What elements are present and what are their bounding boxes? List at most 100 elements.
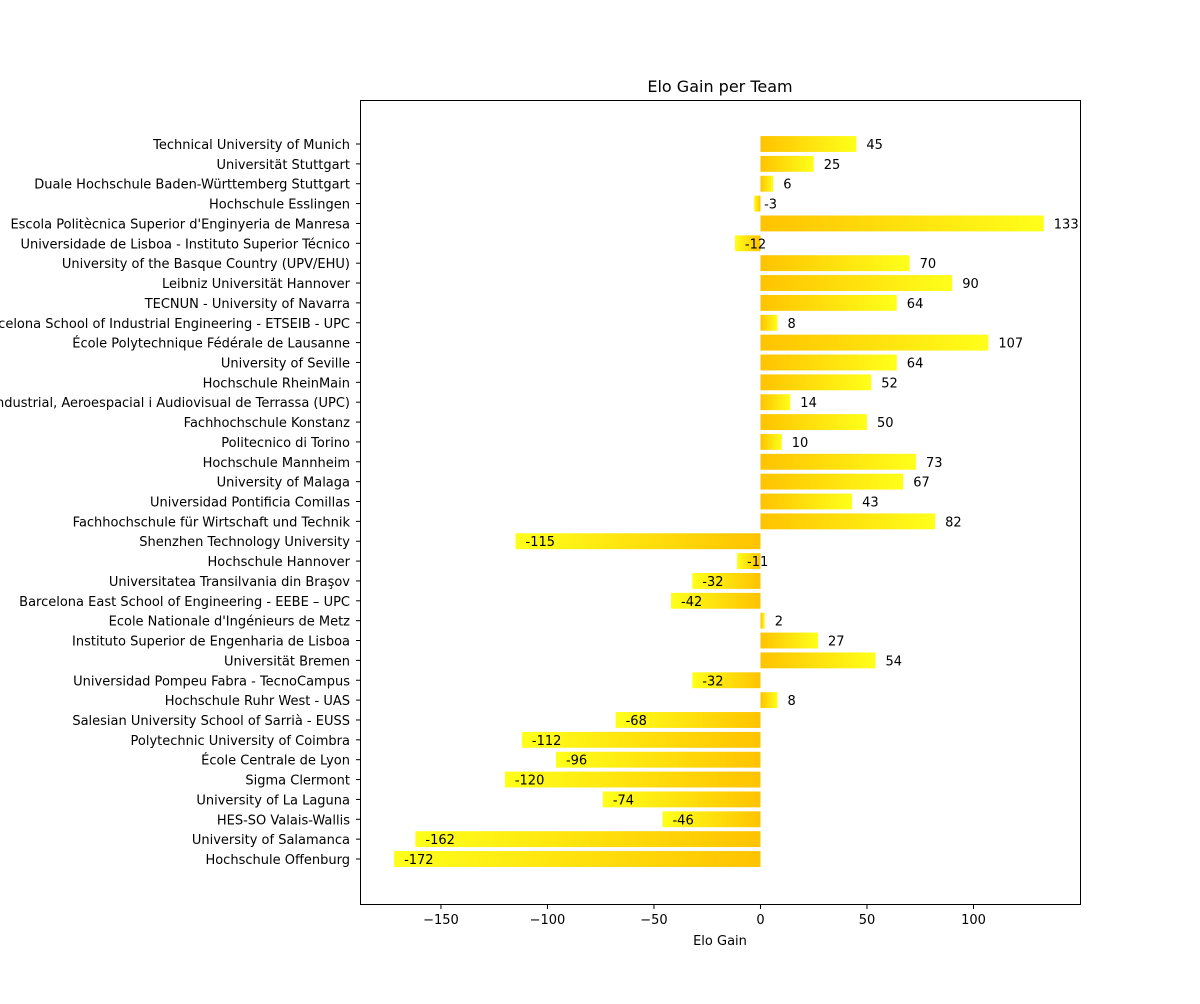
bar	[760, 175, 774, 192]
bar	[760, 692, 778, 709]
y-category-label: Politecnico di Torino	[221, 436, 350, 451]
y-category-label: Leibniz Universität Hannover	[162, 277, 351, 292]
bar-value-label: -120	[515, 774, 545, 789]
x-tick-label: −50	[640, 913, 667, 928]
bar-value-label: 27	[828, 635, 845, 650]
y-category-label: Hochschule Hannover	[208, 555, 351, 570]
bar-value-label: -96	[566, 754, 587, 769]
bar	[615, 712, 761, 728]
bar-value-label: 8	[788, 694, 796, 709]
bar	[760, 652, 876, 669]
y-category-label: Universidade de Lisboa - Instituto Super…	[20, 237, 350, 252]
bar-value-label: 73	[926, 456, 943, 471]
x-axis-label: Elo Gain	[693, 934, 747, 949]
y-category-label: Universität Stuttgart	[216, 158, 350, 173]
bar	[521, 731, 761, 748]
y-category-label: Fachhochschule für Wirtschaft und Techni…	[73, 515, 351, 530]
bar	[760, 215, 1044, 232]
y-category-label: HES-SO Valais-Wallis	[217, 813, 350, 828]
bar	[671, 592, 761, 609]
bar	[555, 751, 761, 768]
bar	[760, 513, 936, 530]
x-tick-label: 50	[859, 913, 876, 928]
bar	[760, 433, 782, 450]
bar-value-label: -112	[532, 734, 562, 749]
bar-value-label: -32	[702, 575, 723, 590]
bar	[760, 632, 818, 649]
bar-value-label: 14	[800, 396, 817, 411]
bar-value-label: -11	[747, 555, 768, 570]
bar	[734, 235, 761, 252]
bar-value-label: 82	[945, 515, 962, 530]
y-category-label: Ecole Nationale d'Ingénieurs de Metz	[109, 615, 351, 630]
bar	[760, 314, 778, 331]
y-category-label: Universidad Pontificia Comillas	[150, 496, 350, 511]
y-category-label: Universitatea Transilvania din Braşov	[109, 575, 350, 590]
y-category-label: Hochschule Mannheim	[203, 456, 350, 471]
bar-value-label: -115	[526, 535, 556, 550]
x-tick-label: 100	[961, 913, 986, 928]
bar	[515, 533, 761, 550]
bar-value-label: 54	[886, 654, 903, 669]
y-category-label: Hochschule Offenburg	[205, 853, 350, 868]
bar	[760, 493, 853, 510]
bar-value-label: -172	[404, 853, 434, 868]
bar-value-label: 43	[862, 496, 879, 511]
bar-value-label: 10	[792, 436, 809, 451]
y-category-label: University of Malaga	[217, 476, 350, 491]
bar	[737, 553, 761, 570]
y-category-label: University of Salamanca	[192, 833, 350, 848]
bar-value-label: 90	[962, 277, 979, 292]
bar-value-label: 25	[824, 158, 841, 173]
bar	[760, 354, 897, 371]
bar	[692, 672, 761, 689]
bar	[760, 473, 904, 490]
y-category-label: Barcelona School of Industrial Engineeri…	[0, 317, 350, 332]
bar-value-label: 45	[866, 138, 883, 153]
value-labels-group: 45 25 6 -3 133 -12 70 90 64 8 107 64 52 14 50 10 73 67 43 8…	[404, 138, 1079, 868]
y-category-label: Fachhochschule Konstanz	[184, 416, 351, 431]
bar	[692, 573, 761, 589]
bar-value-label: -32	[702, 674, 723, 689]
y-category-label: Barcelona East School of Engineering - E…	[19, 595, 350, 610]
bar-value-label: -162	[425, 833, 455, 848]
y-category-label: Shenzhen Technology University	[139, 535, 350, 550]
x-tick-label: 0	[756, 913, 764, 928]
bar	[662, 811, 761, 828]
y-category-label: University of La Laguna	[196, 793, 350, 808]
bar	[602, 791, 761, 808]
y-category-label: École Centrale de Lyon	[201, 753, 350, 769]
bar	[504, 771, 761, 788]
bar-value-label: -42	[681, 595, 702, 610]
y-category-label: Escola Superior d'Enginyeries Industrial…	[0, 396, 350, 411]
bar-value-label: -12	[745, 237, 766, 252]
bar-value-label: 6	[783, 178, 791, 193]
y-category-label: Hochschule Esslingen	[209, 198, 350, 213]
bar-value-label: 70	[920, 257, 937, 272]
plot-frame	[360, 100, 1081, 905]
bar-value-label: 64	[907, 297, 924, 312]
y-category-label: Hochschule Ruhr West - UAS	[165, 694, 350, 709]
y-category-label: University of Seville	[221, 356, 350, 371]
y-category-label: Polytechnic University of Coimbra	[131, 734, 351, 749]
bar-value-label: -68	[626, 714, 647, 729]
bar-value-label: -74	[613, 793, 634, 808]
y-category-label: Instituto Superior de Engenharia de Lisb…	[72, 635, 350, 650]
bar	[760, 155, 814, 172]
y-category-label: Duale Hochschule Baden-Württemberg Stutt…	[34, 178, 350, 193]
bar-value-label: 64	[907, 356, 924, 371]
y-category-label: TECNUN - University of Navarra	[144, 297, 350, 312]
bar	[760, 394, 791, 411]
bar	[760, 136, 857, 152]
bar	[760, 612, 765, 629]
x-tick-label: −100	[530, 913, 566, 928]
bar	[760, 414, 867, 430]
y-category-label: Hochschule RheinMain	[203, 376, 350, 391]
bar-value-label: 2	[775, 615, 783, 630]
bar-value-label: 107	[998, 337, 1023, 352]
bar	[415, 831, 761, 848]
bar	[760, 255, 910, 272]
bar-value-label: 133	[1054, 217, 1079, 232]
bar	[760, 453, 916, 470]
